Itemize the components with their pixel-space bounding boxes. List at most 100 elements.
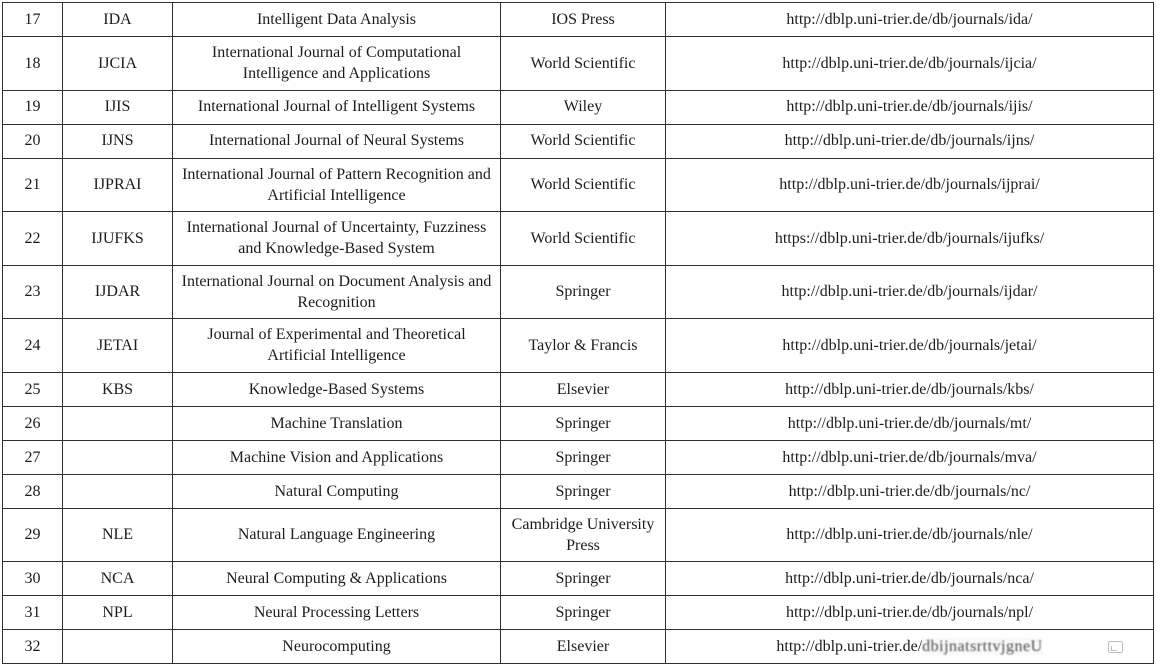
cell-abbreviation: KBS bbox=[62, 371, 173, 407]
table-row: 22 IJUFKS International Journal of Uncer… bbox=[2, 211, 1154, 266]
cell-publisher: Springer bbox=[500, 405, 666, 441]
cell-journal-name: Neural Computing & Applications bbox=[172, 561, 501, 597]
cell-publisher: Elsevier bbox=[500, 371, 666, 407]
cell-url: http://dblp.uni-trier.de/db/journals/kbs… bbox=[665, 371, 1154, 407]
cell-abbreviation: JETAI bbox=[62, 318, 173, 373]
cell-abbreviation: IJCIA bbox=[62, 36, 173, 91]
table-row: 26 Machine Translation Springer http://d… bbox=[2, 405, 1154, 441]
cell-url: http://dblp.uni-trier.de/db/journals/ijn… bbox=[665, 123, 1154, 159]
cell-row-number: 31 bbox=[2, 595, 63, 631]
cell-url: https://dblp.uni-trier.de/db/journals/ij… bbox=[665, 211, 1154, 266]
cell-url: http://dblp.uni-trier.de/db/journals/jet… bbox=[665, 318, 1154, 373]
cell-abbreviation bbox=[62, 405, 173, 441]
table-row: 17 IDA Intelligent Data Analysis IOS Pre… bbox=[2, 2, 1154, 37]
cell-journal-name: International Journal of Intelligent Sys… bbox=[172, 89, 501, 125]
url-text: http://dblp.uni-trier.de/db/journals/nca… bbox=[785, 570, 1034, 588]
url-text: https://dblp.uni-trier.de/db/journals/ij… bbox=[774, 229, 1045, 247]
cell-url: http://dblp.uni-trier.de/db/journals/mva… bbox=[665, 439, 1154, 475]
table-row: 32 Neurocomputing Elsevier http://dblp.u… bbox=[2, 629, 1154, 665]
cell-url: http://dblp.uni-trier.de/db/journals/ijp… bbox=[665, 157, 1154, 213]
cell-publisher: Taylor & Francis bbox=[500, 318, 666, 373]
url-text: http://dblp.uni-trier.de/db/journals/ijp… bbox=[779, 176, 1040, 194]
table-row: 31 NPL Neural Processing Letters Springe… bbox=[2, 595, 1154, 631]
cell-journal-name: Knowledge-Based Systems bbox=[172, 371, 501, 407]
cell-journal-name: International Journal of Neural Systems bbox=[172, 123, 501, 159]
url-obscured-text: dbijnatsrttvjgneU bbox=[922, 638, 1043, 656]
cell-row-number: 32 bbox=[2, 629, 63, 665]
cell-publisher: Cambridge University Press bbox=[500, 507, 666, 563]
cell-row-number: 30 bbox=[2, 561, 63, 597]
cell-row-number: 25 bbox=[2, 371, 63, 407]
cell-url: http://dblp.uni-trier.de/db/journals/ijd… bbox=[665, 264, 1154, 320]
cell-journal-name: Natural Language Engineering bbox=[172, 507, 501, 563]
cell-url: http://dblp.uni-trier.de/db/journals/ijc… bbox=[665, 36, 1154, 91]
url-text: http://dblp.uni-trier.de/ bbox=[776, 638, 923, 656]
table-row: 27 Machine Vision and Applications Sprin… bbox=[2, 439, 1154, 475]
cell-publisher: Springer bbox=[500, 561, 666, 597]
cell-journal-name: Journal of Experimental and Theoretical … bbox=[172, 318, 501, 373]
table-row: 19 IJIS International Journal of Intelli… bbox=[2, 89, 1154, 125]
cell-journal-name: Natural Computing bbox=[172, 473, 501, 509]
url-text: http://dblp.uni-trier.de/db/journals/ijc… bbox=[782, 54, 1037, 72]
cell-publisher: Springer bbox=[500, 439, 666, 475]
url-text: http://dblp.uni-trier.de/db/journals/npl… bbox=[785, 604, 1034, 622]
table-row: 21 IJPRAI International Journal of Patte… bbox=[2, 157, 1154, 213]
cell-journal-name: Intelligent Data Analysis bbox=[172, 2, 501, 37]
table-row: 20 IJNS International Journal of Neural … bbox=[2, 123, 1154, 159]
cell-journal-name: International Journal of Computational I… bbox=[172, 36, 501, 91]
cell-abbreviation: IJNS bbox=[62, 123, 173, 159]
watermark-icon bbox=[1108, 640, 1123, 653]
cell-abbreviation: IJDAR bbox=[62, 264, 173, 320]
cell-publisher: World Scientific bbox=[500, 157, 666, 213]
cell-abbreviation: NCA bbox=[62, 561, 173, 597]
url-text: http://dblp.uni-trier.de/db/journals/kbs… bbox=[785, 380, 1034, 398]
cell-abbreviation: NPL bbox=[62, 595, 173, 631]
cell-journal-name: Neural Processing Letters bbox=[172, 595, 501, 631]
cell-abbreviation: IJUFKS bbox=[62, 211, 173, 266]
cell-url: http://dblp.uni-trier.de/db/journals/nca… bbox=[665, 561, 1154, 597]
cell-abbreviation bbox=[62, 629, 173, 665]
cell-url: http://dblp.uni-trier.de/db/journals/ida… bbox=[665, 2, 1154, 37]
cell-journal-name: International Journal on Document Analys… bbox=[172, 264, 501, 320]
table-row: 24 JETAI Journal of Experimental and The… bbox=[2, 318, 1154, 373]
cell-publisher: World Scientific bbox=[500, 123, 666, 159]
table-row: 29 NLE Natural Language Engineering Camb… bbox=[2, 507, 1154, 563]
url-text: http://dblp.uni-trier.de/db/journals/iji… bbox=[786, 98, 1033, 116]
cell-url: http://dblp.uni-trier.de/db/journals/mt/ bbox=[665, 405, 1154, 441]
cell-publisher: Springer bbox=[500, 264, 666, 320]
cell-url: http://dblp.uni-trier.de/db/journals/npl… bbox=[665, 595, 1154, 631]
table-row: 25 KBS Knowledge-Based Systems Elsevier … bbox=[2, 371, 1154, 407]
table-row: 30 NCA Neural Computing & Applications S… bbox=[2, 561, 1154, 597]
cell-row-number: 17 bbox=[2, 2, 63, 37]
cell-row-number: 26 bbox=[2, 405, 63, 441]
cell-abbreviation: NLE bbox=[62, 507, 173, 563]
table-row: 28 Natural Computing Springer http://dbl… bbox=[2, 473, 1154, 509]
cell-publisher: IOS Press bbox=[500, 2, 666, 37]
cell-journal-name: Neurocomputing bbox=[172, 629, 501, 665]
cell-journal-name: Machine Vision and Applications bbox=[172, 439, 501, 475]
cell-row-number: 21 bbox=[2, 157, 63, 213]
cell-url: http://dblp.uni-trier.de/db/journals/iji… bbox=[665, 89, 1154, 125]
cell-row-number: 22 bbox=[2, 211, 63, 266]
cell-abbreviation: IJPRAI bbox=[62, 157, 173, 213]
cell-journal-name: Machine Translation bbox=[172, 405, 501, 441]
cell-publisher: Springer bbox=[500, 473, 666, 509]
table-row: 18 IJCIA International Journal of Comput… bbox=[2, 36, 1154, 91]
cell-publisher: Elsevier bbox=[500, 629, 666, 665]
cell-row-number: 20 bbox=[2, 123, 63, 159]
cell-row-number: 18 bbox=[2, 36, 63, 91]
cell-abbreviation bbox=[62, 439, 173, 475]
cell-row-number: 19 bbox=[2, 89, 63, 125]
cell-row-number: 27 bbox=[2, 439, 63, 475]
url-text: http://dblp.uni-trier.de/db/journals/jet… bbox=[782, 336, 1037, 354]
cell-abbreviation bbox=[62, 473, 173, 509]
url-text: http://dblp.uni-trier.de/db/journals/ida… bbox=[786, 10, 1033, 28]
cell-row-number: 24 bbox=[2, 318, 63, 373]
table-row: 23 IJDAR International Journal on Docume… bbox=[2, 264, 1154, 320]
cell-abbreviation: IDA bbox=[62, 2, 173, 37]
cell-url: http://dblp.uni-trier.de/db/journals/nc/ bbox=[665, 473, 1154, 509]
cell-publisher: World Scientific bbox=[500, 36, 666, 91]
